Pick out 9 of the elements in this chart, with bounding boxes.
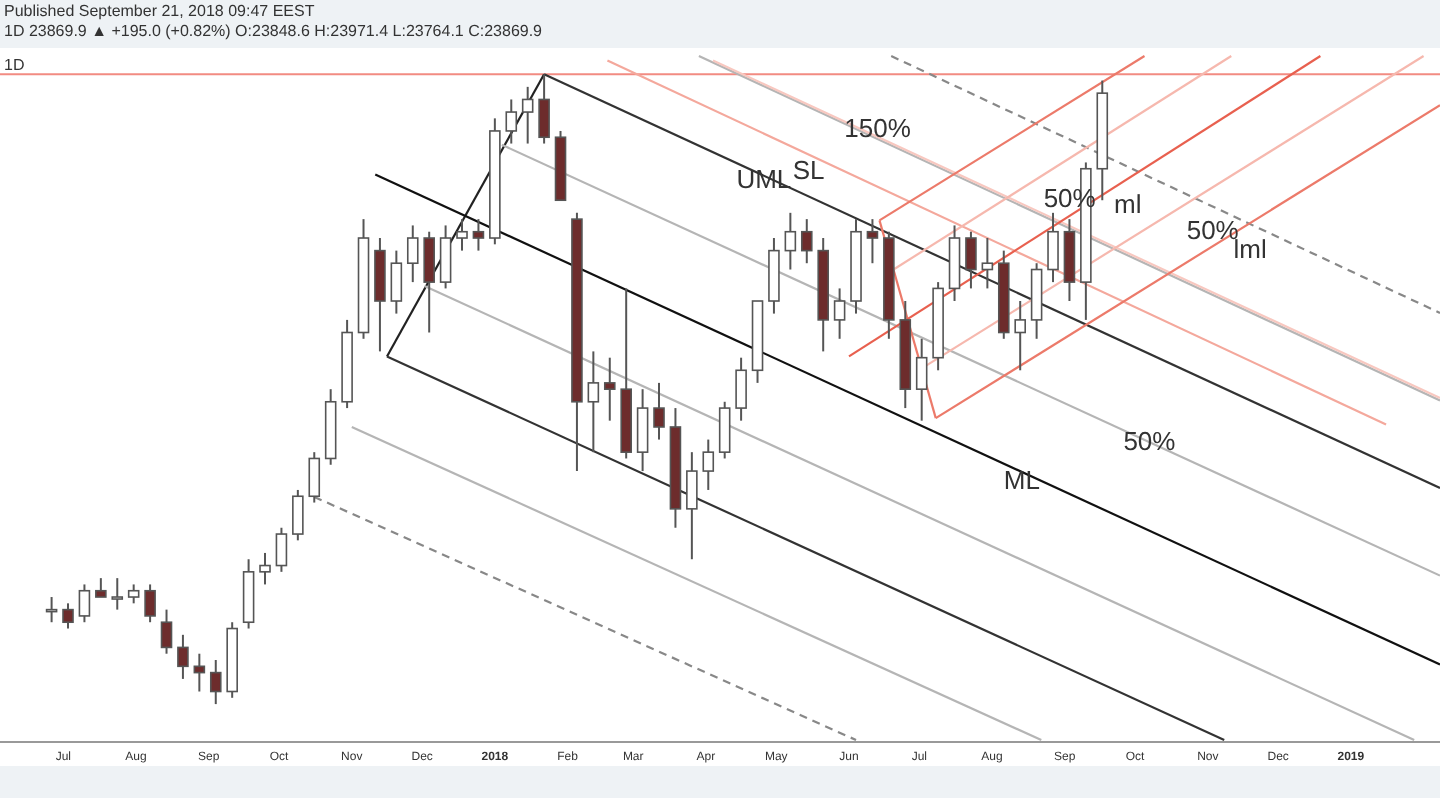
annotation: 50% (1186, 215, 1240, 246)
annotation: ml (1114, 188, 1142, 219)
chart-subtitle: 1D 23869.9 ▲ +195.0 (+0.82%) O:23848.6 H:23971.4 L:23764.1 C:23869.9 (4, 22, 544, 40)
annotation: 150% (844, 113, 912, 144)
chart-title: 1D (4, 56, 25, 74)
annotation: ML (1003, 464, 1040, 495)
text: Published September 21, 2018 09:47 EEST (4, 2, 315, 20)
annotation: SL (792, 155, 825, 186)
annotation: 50% (1123, 425, 1177, 456)
